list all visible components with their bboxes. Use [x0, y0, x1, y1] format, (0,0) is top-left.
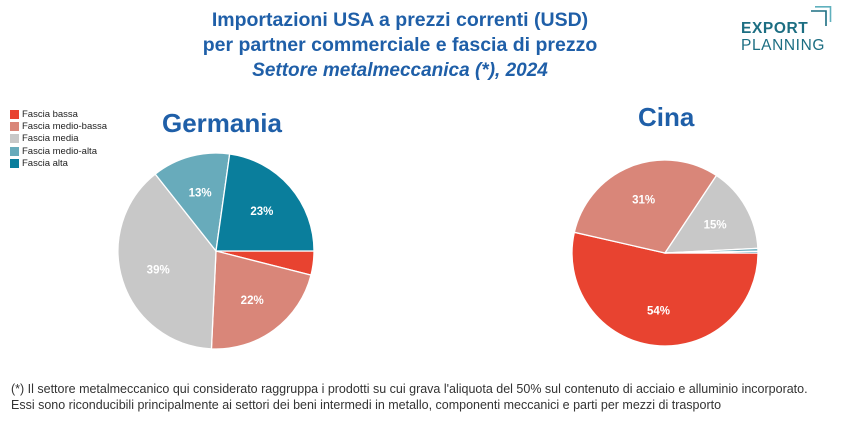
pie-slice-germania-fascia-medio-bassa: [210, 250, 312, 350]
pie-data-label: 31%: [632, 195, 655, 207]
legend-label: Fascia bassa: [22, 108, 78, 120]
legend-label: Fascia medio-alta: [22, 145, 97, 157]
pie-slice-germania-fascia-media: [117, 173, 217, 350]
legend-swatch: [10, 134, 19, 144]
pie-slice-cina-fascia-bassa: [571, 231, 759, 347]
logo-corner-icon: [811, 6, 832, 26]
pie-title-cina: Cina: [638, 102, 695, 132]
legend-swatch: [10, 122, 19, 132]
legend-item-fascia-medio-bassa: Fascia medio-bassa: [10, 120, 107, 132]
pie-slice-cina-fascia-media: [663, 174, 759, 254]
pie-slice-germania-fascia-alta: [215, 153, 315, 252]
legend-item-fascia-media: Fascia media: [10, 133, 107, 145]
legend-label: Fascia alta: [22, 158, 68, 170]
pie-slice-cina-fascia-medio-bassa: [573, 159, 718, 254]
chart-title-line-1: Importazioni USA a prezzi correnti (USD): [211, 9, 589, 31]
logo-line-2: PLANNING: [741, 37, 826, 54]
chart-subtitle: Settore metalmeccanica (*), 2024: [252, 60, 548, 81]
legend-item-fascia-bassa: Fascia bassa: [10, 108, 107, 120]
pie-data-label: 13%: [189, 187, 212, 199]
pie-data-label: 15%: [704, 220, 727, 232]
pie-slice-germania-fascia-medio-alta: [154, 152, 231, 253]
footnote: (*) Il settore metalmeccanico qui consid…: [11, 382, 808, 412]
chart-title-line-2: per partner commerciale e fascia di prez…: [202, 34, 598, 56]
legend-swatch: [10, 146, 19, 156]
pie-data-label: 22%: [241, 295, 264, 307]
logo-line-1: EXPORT: [741, 20, 809, 37]
pie-title-germania: Germania: [162, 108, 282, 138]
export-planning-logo: EXPORT PLANNING: [741, 6, 841, 56]
pie-data-label: 39%: [147, 265, 170, 277]
pie-slice-cina-fascia-alta: [664, 250, 759, 254]
chart-legend: Fascia bassa Fascia medio-bassa Fascia m…: [10, 108, 107, 170]
chart-header: Importazioni USA a prezzi correnti (USD)…: [0, 8, 800, 83]
legend-swatch: [10, 159, 19, 169]
pie-data-label: 23%: [250, 206, 273, 218]
legend-swatch: [10, 109, 19, 119]
legend-label: Fascia medio-bassa: [22, 121, 108, 133]
legend-item-fascia-alta: Fascia alta: [10, 158, 107, 170]
pie-data-label: 54%: [647, 305, 670, 317]
legend-item-fascia-medio-alta: Fascia medio-alta: [10, 145, 107, 157]
legend-label: Fascia media: [22, 133, 79, 145]
